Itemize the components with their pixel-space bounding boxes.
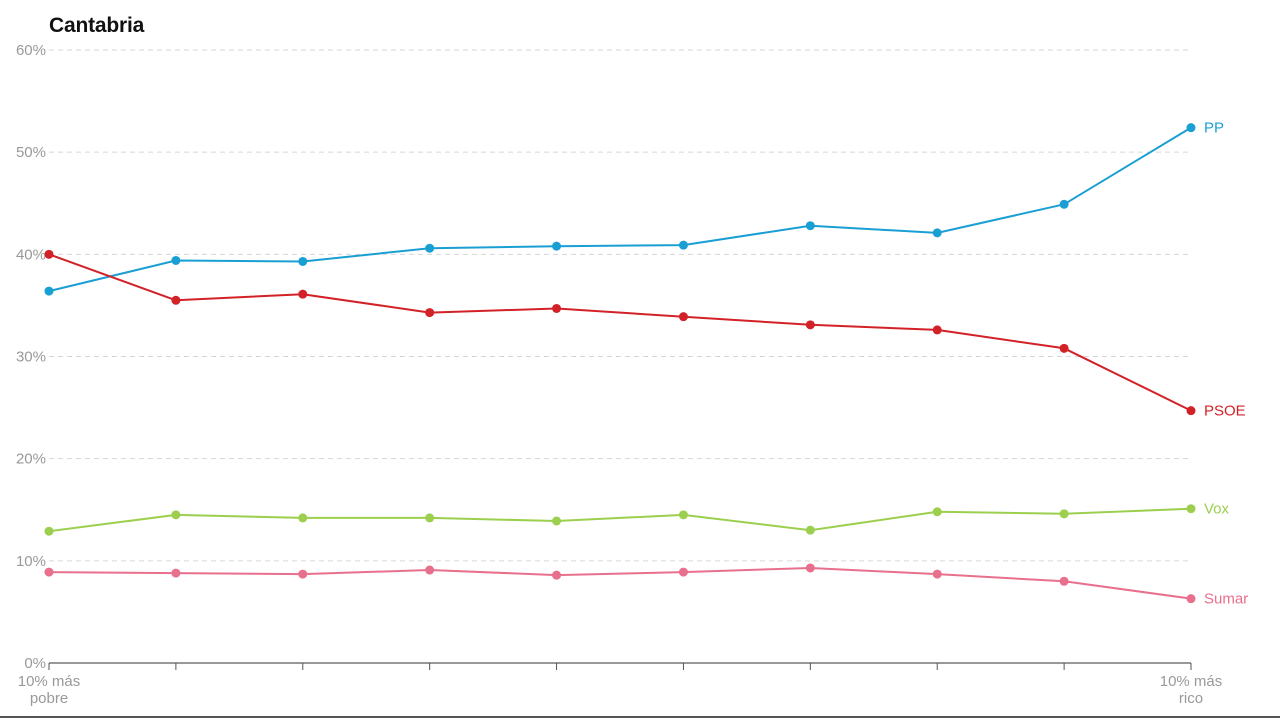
data-point-sumar-2 [171, 568, 181, 578]
y-tick-label-20: 20% [16, 451, 46, 468]
data-point-vox-10 [1186, 504, 1196, 514]
data-point-sumar-9 [1059, 576, 1069, 586]
chart-title: Cantabria [49, 14, 145, 37]
data-point-vox-3 [298, 513, 308, 523]
data-point-pp-5 [552, 241, 562, 251]
series-line-vox [48, 507, 1192, 533]
data-point-psoe-4 [425, 308, 435, 318]
y-tick-label-10: 10% [16, 553, 46, 570]
data-point-vox-5 [552, 516, 562, 526]
y-axis: 0% 10% 20% 30% 40% 50% 60% [16, 42, 46, 672]
series-line-sumar [48, 567, 1192, 600]
y-tick-label-30: 30% [16, 349, 46, 366]
data-point-pp-2 [171, 255, 181, 265]
data-point-psoe-2 [171, 295, 181, 305]
data-point-pp-4 [425, 243, 435, 253]
data-point-vox-6 [678, 510, 688, 520]
series-line-pp [48, 126, 1192, 293]
data-point-pp-3 [298, 256, 308, 266]
y-tick-label-60: 60% [16, 42, 46, 59]
data-point-psoe-9 [1059, 343, 1069, 353]
data-point-psoe-1 [44, 249, 54, 259]
x-tick-label-line: 10% más [18, 673, 81, 690]
data-point-vox-9 [1059, 509, 1069, 519]
x-tick-label-line: 10% más [1160, 673, 1223, 690]
data-point-sumar-4 [425, 565, 435, 575]
data-point-pp-7 [805, 221, 815, 231]
series-line-psoe [48, 253, 1192, 412]
series-label-vox: Vox [1204, 501, 1230, 518]
data-point-vox-2 [171, 510, 181, 520]
data-point-sumar-10 [1186, 594, 1196, 604]
data-point-sumar-8 [932, 569, 942, 579]
y-tick-label-0: 0% [24, 655, 46, 672]
y-tick-label-40: 40% [16, 246, 46, 263]
series-labels: PP PSOE Vox Sumar [1204, 120, 1248, 608]
data-point-psoe-3 [298, 289, 308, 299]
x-tick-label-1: 10% más pobre [18, 673, 81, 707]
data-point-psoe-6 [678, 312, 688, 322]
data-point-vox-7 [805, 525, 815, 535]
series-label-sumar: Sumar [1204, 591, 1248, 608]
data-point-sumar-6 [678, 567, 688, 577]
x-tick-label-line: pobre [30, 690, 68, 707]
data-point-pp-8 [932, 228, 942, 238]
data-point-vox-4 [425, 513, 435, 523]
series-label-psoe: PSOE [1204, 403, 1246, 420]
data-point-pp-9 [1059, 199, 1069, 209]
data-point-pp-1 [44, 286, 54, 296]
y-tick-label-50: 50% [16, 144, 46, 161]
data-point-psoe-5 [552, 303, 562, 313]
data-point-vox-8 [932, 507, 942, 517]
data-point-vox-1 [44, 526, 54, 536]
data-point-pp-6 [678, 240, 688, 250]
series-group [44, 123, 1196, 604]
data-point-psoe-10 [1186, 406, 1196, 416]
series-label-pp: PP [1204, 120, 1224, 137]
x-tick-label-line: rico [1179, 690, 1203, 707]
data-point-sumar-5 [552, 570, 562, 580]
data-point-psoe-8 [932, 325, 942, 335]
data-point-pp-10 [1186, 123, 1196, 133]
data-point-sumar-7 [805, 563, 815, 573]
data-point-sumar-1 [44, 567, 54, 577]
gridlines [49, 49, 1191, 562]
data-point-psoe-7 [805, 320, 815, 330]
x-tick-label-10: 10% más rico [1160, 673, 1223, 707]
data-point-sumar-3 [298, 569, 308, 579]
bottom-border [0, 716, 1280, 718]
